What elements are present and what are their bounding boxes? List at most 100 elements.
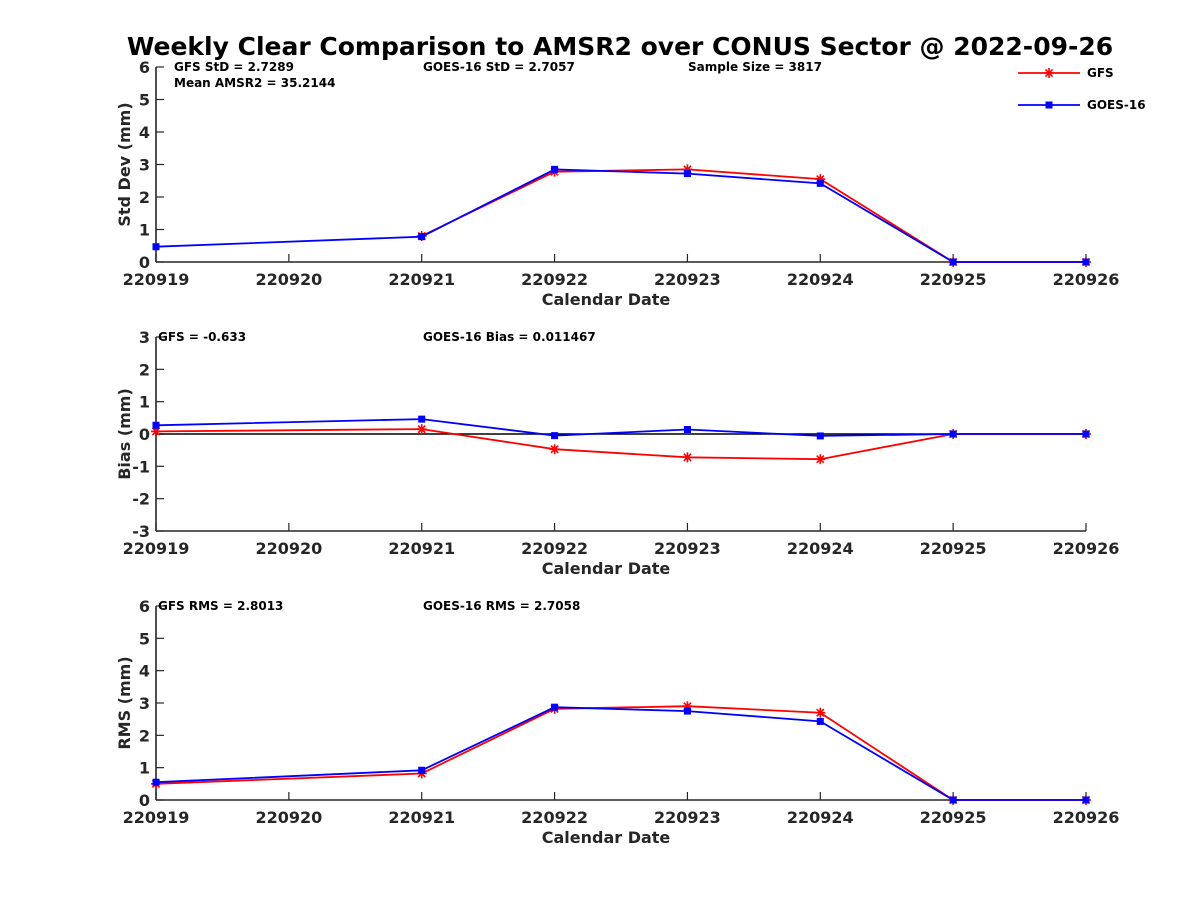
x-axis-label: Calendar Date [542, 828, 671, 847]
y-axis-label: Std Dev (mm) [115, 102, 134, 226]
y-tick-label: 0 [139, 791, 150, 810]
legend-label: GOES-16 [1087, 98, 1146, 112]
x-tick-label: 220922 [521, 270, 588, 289]
y-tick-label: 0 [139, 253, 150, 272]
x-tick-label: 220919 [123, 808, 190, 827]
data-point-goes-16 [949, 430, 957, 438]
series-line-goes-16 [155, 168, 1086, 263]
x-axis-label: Calendar Date [542, 290, 671, 309]
x-tick-label: 220922 [521, 539, 588, 558]
x-tick-label: 220923 [654, 539, 721, 558]
y-tick-label: 5 [139, 91, 150, 110]
y-tick-label: -3 [132, 522, 150, 541]
data-point-gfs [815, 454, 826, 465]
y-tick-label: 6 [139, 597, 150, 616]
data-point-goes-16 [418, 415, 426, 423]
legend-entry-gfs: GFS [1018, 66, 1114, 80]
stat-annotation: GFS = -0.633 [158, 330, 246, 344]
y-tick-label: 6 [139, 58, 150, 77]
legend-entry-goes-16: GOES-16 [1018, 98, 1146, 112]
y-tick-label: 5 [139, 629, 150, 648]
y-tick-label: 2 [139, 188, 150, 207]
panel-2: 220919 220920 220921 220922 220923 220924 2209… [115, 328, 1119, 578]
panels: 220919 220920 220921 220922 220923 220924 2209… [115, 58, 1119, 847]
data-point-goes-16 [1082, 430, 1090, 438]
y-tick-label: -1 [132, 457, 150, 476]
y-tick-label: 3 [139, 694, 150, 713]
x-axis-label: Calendar Date [542, 559, 671, 578]
stat-annotation: GFS RMS = 2.8013 [158, 599, 283, 613]
legend-marker [1045, 101, 1053, 109]
data-point-gfs [549, 444, 560, 455]
x-tick-label: 220925 [920, 808, 987, 827]
legend-marker [1044, 68, 1054, 78]
series-gfs [416, 164, 1091, 267]
y-axis-label: RMS (mm) [115, 656, 134, 749]
data-point-goes-16 [551, 165, 559, 173]
y-tick-label: 2 [139, 726, 150, 745]
panel-1: 220919 220920 220921 220922 220923 220924 2209… [115, 58, 1119, 309]
data-point-goes-16 [683, 425, 691, 433]
data-point-goes-16 [816, 717, 824, 725]
data-point-goes-16 [949, 796, 957, 804]
stat-annotation: GOES-16 Bias = 0.011467 [423, 330, 596, 344]
legend: GFS GOES-16 [1018, 66, 1146, 112]
series-line-gfs [155, 705, 1086, 801]
y-tick-label: 4 [139, 123, 150, 142]
x-tick-label: 220926 [1053, 270, 1120, 289]
x-tick-label: 220920 [255, 539, 322, 558]
stat-annotation: GOES-16 StD = 2.7057 [423, 60, 575, 74]
data-point-gfs [416, 424, 427, 435]
data-point-goes-16 [152, 243, 160, 251]
x-tick-label: 220921 [388, 539, 455, 558]
data-point-gfs [815, 707, 826, 718]
x-tick-label: 220926 [1053, 539, 1120, 558]
series-gfs [151, 701, 1091, 805]
panel-3: 220919 220920 220921 220922 220923 220924 2209… [115, 597, 1119, 847]
data-point-goes-16 [816, 179, 824, 187]
data-point-goes-16 [152, 421, 160, 429]
y-tick-label: 1 [139, 221, 150, 240]
stat-annotation: Mean AMSR2 = 35.2144 [174, 76, 335, 90]
data-point-goes-16 [816, 432, 824, 440]
y-tick-label: 4 [139, 662, 150, 681]
y-tick-label: 2 [139, 360, 150, 379]
data-point-gfs [682, 452, 693, 463]
data-point-goes-16 [683, 170, 691, 178]
legend-label: GFS [1087, 66, 1114, 80]
stat-annotation: Sample Size = 3817 [688, 60, 822, 74]
x-tick-label: 220925 [920, 539, 987, 558]
y-axis-label: Bias (mm) [115, 388, 134, 480]
data-point-goes-16 [949, 258, 957, 266]
x-tick-label: 220922 [521, 808, 588, 827]
x-tick-label: 220920 [255, 808, 322, 827]
x-tick-label: 220924 [787, 539, 854, 558]
data-point-goes-16 [418, 766, 426, 774]
data-point-goes-16 [551, 703, 559, 711]
y-tick-label: 1 [139, 393, 150, 412]
y-tick-label: 0 [139, 425, 150, 444]
x-tick-label: 220926 [1053, 808, 1120, 827]
x-tick-label: 220923 [654, 808, 721, 827]
x-tick-label: 220921 [388, 270, 455, 289]
y-tick-label: 3 [139, 328, 150, 347]
series-line-gfs [421, 168, 1086, 263]
data-point-goes-16 [1082, 258, 1090, 266]
series-goes-16 [152, 165, 1090, 266]
data-point-goes-16 [551, 432, 559, 440]
y-tick-label: -2 [132, 490, 150, 509]
series-gfs [151, 424, 1091, 465]
x-tick-label: 220924 [787, 808, 854, 827]
series-goes-16 [152, 415, 1090, 440]
data-point-goes-16 [418, 233, 426, 241]
x-tick-label: 220924 [787, 270, 854, 289]
x-tick-label: 220919 [123, 270, 190, 289]
data-point-goes-16 [683, 707, 691, 715]
y-tick-label: 3 [139, 156, 150, 175]
x-tick-label: 220923 [654, 270, 721, 289]
stat-annotation: GFS StD = 2.7289 [174, 60, 294, 74]
x-tick-label: 220920 [255, 270, 322, 289]
series-goes-16 [152, 703, 1090, 804]
x-tick-label: 220925 [920, 270, 987, 289]
